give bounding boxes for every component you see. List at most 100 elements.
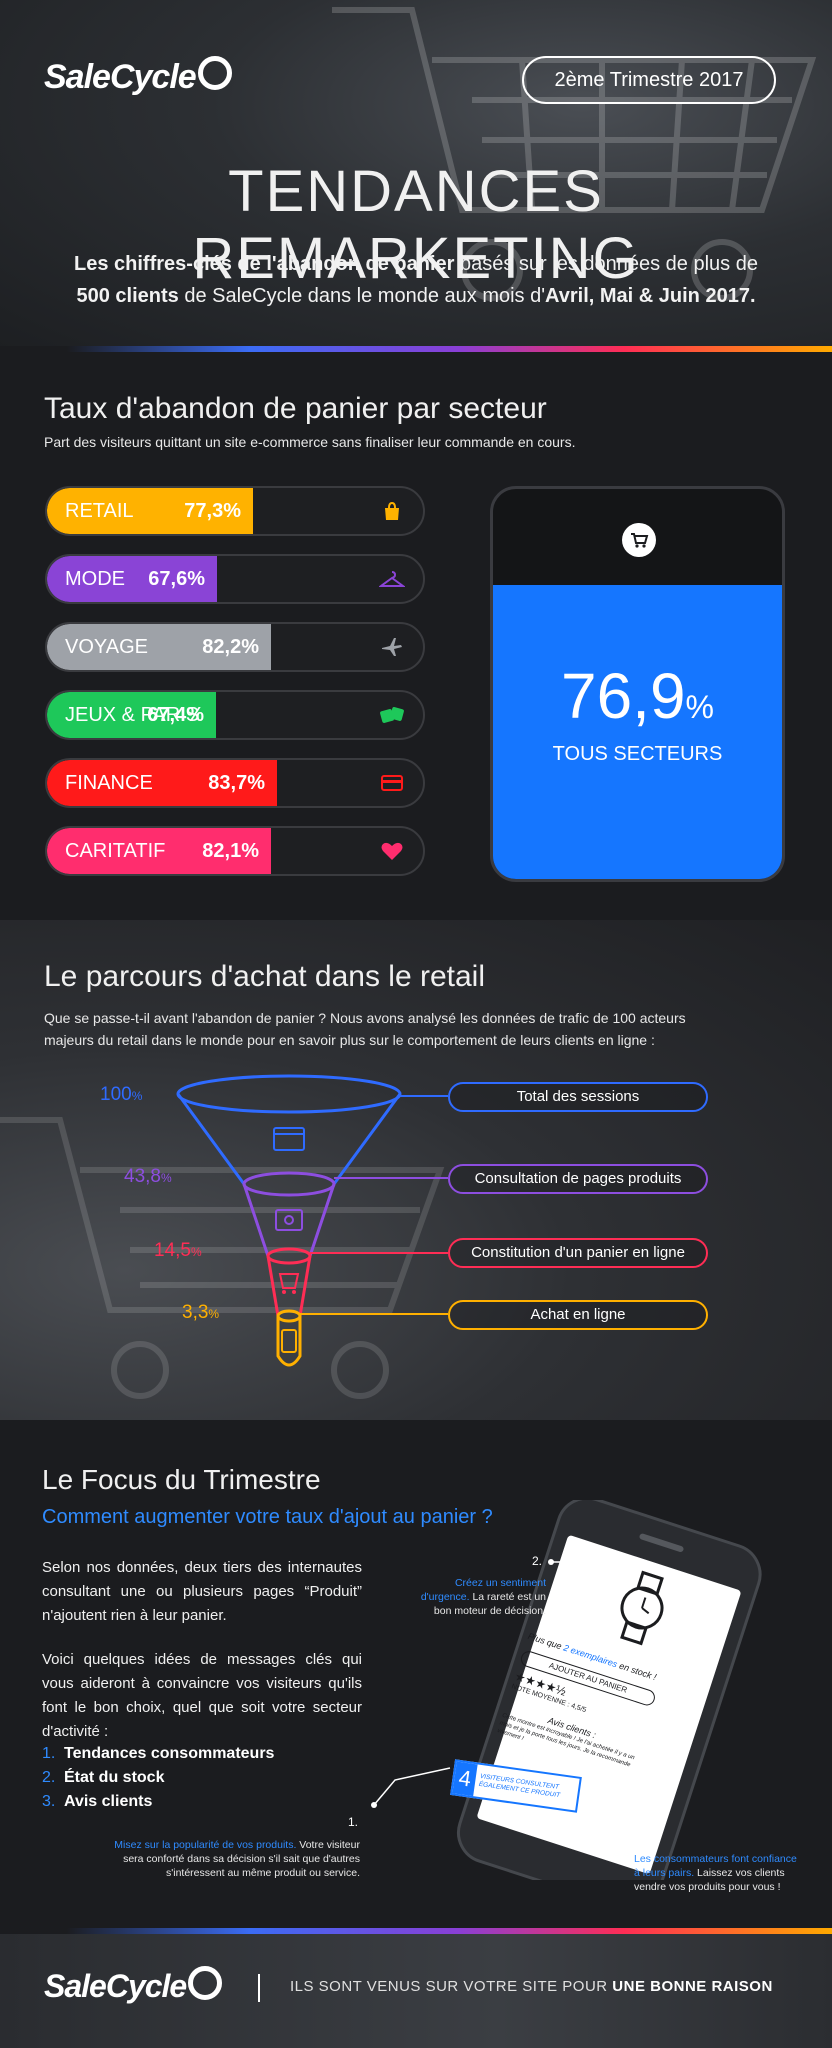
focus-section-subtitle: Comment augmenter votre taux d'ajout au … — [42, 1506, 493, 1528]
abandon-section-title: Taux d'abandon de panier par secteur — [44, 392, 547, 425]
sector-value: 82,2% — [202, 636, 259, 658]
sector-value: 77,3% — [184, 500, 241, 522]
plane-icon — [379, 634, 405, 660]
callout-2: Créez un sentiment d'urgence. La rareté … — [410, 1576, 546, 1618]
sector-label: CARITATIF — [65, 840, 166, 862]
funnel-rim-product — [242, 1171, 336, 1197]
sector-bar-fill — [47, 488, 253, 534]
list-number: 2. — [42, 1769, 56, 1786]
sector-bar-jeux-paris: JEUX & PARIS 67,4% — [45, 690, 425, 740]
purchase-funnel — [176, 1074, 448, 1367]
sector-value: 67,4% — [147, 704, 204, 726]
journey-desc-line-1: Que se passe-t-il avant l'abandon de pan… — [44, 1010, 686, 1026]
basket-icon — [278, 1273, 300, 1294]
sector-bar-fill — [47, 624, 271, 670]
journey-section-title: Le parcours d'achat dans le retail — [44, 960, 485, 993]
footer-tagline-bold: UNE BONNE RAISON — [612, 1978, 773, 1995]
funnel-percentage: 100% — [100, 1084, 142, 1106]
sector-bar-fill — [47, 556, 217, 602]
list-text: État du stock — [64, 1769, 165, 1786]
funnel-percentage-value: 100 — [100, 1084, 132, 1105]
sector-bar-caritatif: CARITATIF 82,1% — [45, 826, 425, 876]
funnel-rim-sessions — [176, 1074, 402, 1114]
header: SaleCycle 2ème Trimestre 2017 TENDANCES … — [0, 0, 832, 350]
footer-separator — [258, 1974, 260, 2002]
credit-card-icon — [379, 770, 405, 796]
sector-label: VOYAGE — [65, 636, 148, 658]
heart-icon — [379, 838, 405, 864]
callout-lines — [371, 1559, 639, 1835]
sector-label: RETAIL — [65, 500, 134, 522]
watch-icon — [620, 1570, 664, 1646]
gradient-divider — [0, 1928, 832, 1934]
focus-paragraph-1: Selon nos données, deux tiers des intern… — [42, 1559, 362, 1624]
subtitle-bold-1: Les chiffres-clés de l'abandon de panier — [74, 253, 455, 275]
callout-2-number: 2. — [532, 1554, 543, 1568]
funnel-percentage-unit: % — [208, 1307, 220, 1321]
focus-section-title: Le Focus du Trimestre — [42, 1464, 321, 1495]
callout-3: Les consommateurs font confiance à leurs… — [634, 1852, 804, 1894]
browser-icon — [273, 1127, 305, 1151]
logo-text: SaleCycle — [44, 1968, 187, 2004]
subtitle-bold-2: 500 clients — [76, 285, 179, 307]
funnel-step-label: Constitution d'un panier en ligne — [448, 1238, 708, 1268]
sector-label: JEUX & PARIS — [65, 704, 200, 726]
shopping-cart-background-icon — [332, 7, 817, 301]
abandon-section-desc: Part des visiteurs quittant un site e-co… — [44, 434, 576, 450]
list-item: 2. État du stock — [42, 1766, 274, 1790]
page-subtitle: Les chiffres-clés de l'abandon de panier… — [40, 248, 792, 312]
subtitle-text-2: de SaleCycle dans le monde aux mois d' — [178, 285, 546, 307]
sector-label: MODE — [65, 568, 125, 590]
focus-paragraph-2: Voici quelques idées de messages clés qu… — [42, 1651, 362, 1740]
funnel-step-label: Total des sessions — [448, 1082, 708, 1112]
footer-tagline: ILS SONT VENUS SUR VOTRE SITE POUR UNE B… — [290, 1978, 773, 1995]
sector-bar-finance: FINANCE 83,7% — [45, 758, 425, 808]
salecycle-logo[interactable]: SaleCycle — [44, 56, 232, 97]
logo-circle-icon — [197, 56, 232, 91]
overall-rate-number: 76,9 — [560, 660, 686, 732]
callout-1-number: 1. — [348, 1815, 359, 1829]
callout-1: Misez sur la popularité de vos produits.… — [100, 1838, 360, 1880]
sector-label: FINANCE — [65, 772, 153, 794]
footer: SaleCycle ILS SONT VENUS SUR VOTRE SITE … — [0, 1934, 832, 2048]
funnel-percentage: 43,8% — [124, 1166, 172, 1188]
mobile-payment-icon — [281, 1329, 297, 1353]
callout-3-highlight: Les consommateurs font confiance à leurs… — [634, 1853, 797, 1879]
callout-2-highlight: Créez un sentiment d'urgence. — [420, 1577, 546, 1603]
sector-bar-retail: RETAIL 77,3% — [45, 486, 425, 536]
list-number: 3. — [42, 1793, 56, 1810]
callout-1-text: Votre visiteur sera conforté dans sa déc… — [123, 1839, 360, 1879]
list-text: Tendances consommateurs — [64, 1745, 275, 1762]
sector-value: 82,1% — [202, 840, 259, 862]
sector-bar-fill — [47, 828, 271, 874]
subtitle-text-1: basés sur les données de plus de — [454, 253, 758, 275]
logo-text: SaleCycle — [44, 58, 197, 96]
page-title: TENDANCES REMARKETING — [192, 159, 640, 291]
callout-2-text: La rareté est un bon moteur de décision. — [433, 1591, 546, 1617]
salecycle-logo-footer[interactable]: SaleCycle — [44, 1965, 223, 2006]
cart-icon — [622, 523, 656, 557]
shopping-bag-icon — [379, 498, 405, 524]
funnel-percentage-unit: % — [190, 1245, 202, 1259]
funnel-step-label: Consultation de pages produits — [448, 1164, 708, 1194]
funnel-percentage-value: 14,5 — [154, 1240, 191, 1261]
dice-icon — [379, 702, 405, 728]
footer-tagline-text: ILS SONT VENUS SUR VOTRE SITE POUR — [290, 1978, 613, 1995]
funnel-percentage-value: 43,8 — [124, 1166, 161, 1187]
list-item: 3. Avis clients — [42, 1790, 274, 1814]
funnel-step-label: Achat en ligne — [448, 1300, 708, 1330]
sector-bar-mode: MODE 67,6% — [45, 554, 425, 604]
funnel-percentage-unit: % — [160, 1171, 172, 1185]
funnel-rim-purchase — [276, 1309, 302, 1323]
funnel-percentage: 3,3% — [182, 1302, 219, 1324]
list-item: 1. Tendances consommateurs — [42, 1742, 274, 1766]
gradient-divider — [0, 346, 832, 352]
quarter-badge: 2ème Trimestre 2017 — [522, 56, 776, 104]
card-screen — [493, 585, 782, 879]
product-page-icon — [275, 1209, 303, 1231]
funnel-percentage-unit: % — [131, 1089, 143, 1103]
overall-rate-unit: % — [685, 689, 714, 725]
journey-desc-line-2: majeurs du retail dans le monde pour en … — [44, 1032, 655, 1048]
list-number: 1. — [42, 1745, 56, 1762]
focus-tips-list: 1. Tendances consommateurs 2. État du stoc… — [42, 1742, 274, 1814]
